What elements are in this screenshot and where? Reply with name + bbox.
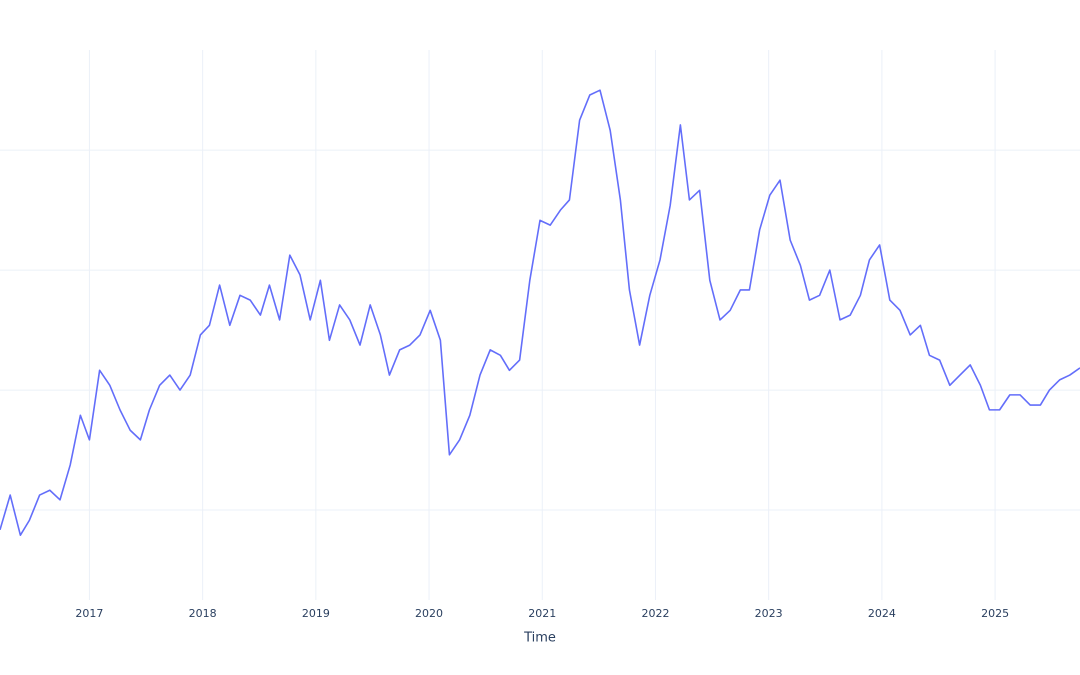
- x-axis-title: Time: [523, 631, 556, 646]
- x-tick-label: 2022: [641, 607, 669, 620]
- x-tick-label: 2023: [755, 607, 783, 620]
- x-tick-label: 2020: [415, 607, 443, 620]
- x-tick-label: 2019: [302, 607, 330, 620]
- x-tick-label: 2018: [189, 607, 217, 620]
- x-tick-label: 2024: [868, 607, 896, 620]
- line-series: [0, 89, 1080, 537]
- x-tick-label: 2025: [981, 607, 1009, 620]
- x-tick-label: 2021: [528, 607, 556, 620]
- x-tick-label: 2017: [75, 607, 103, 620]
